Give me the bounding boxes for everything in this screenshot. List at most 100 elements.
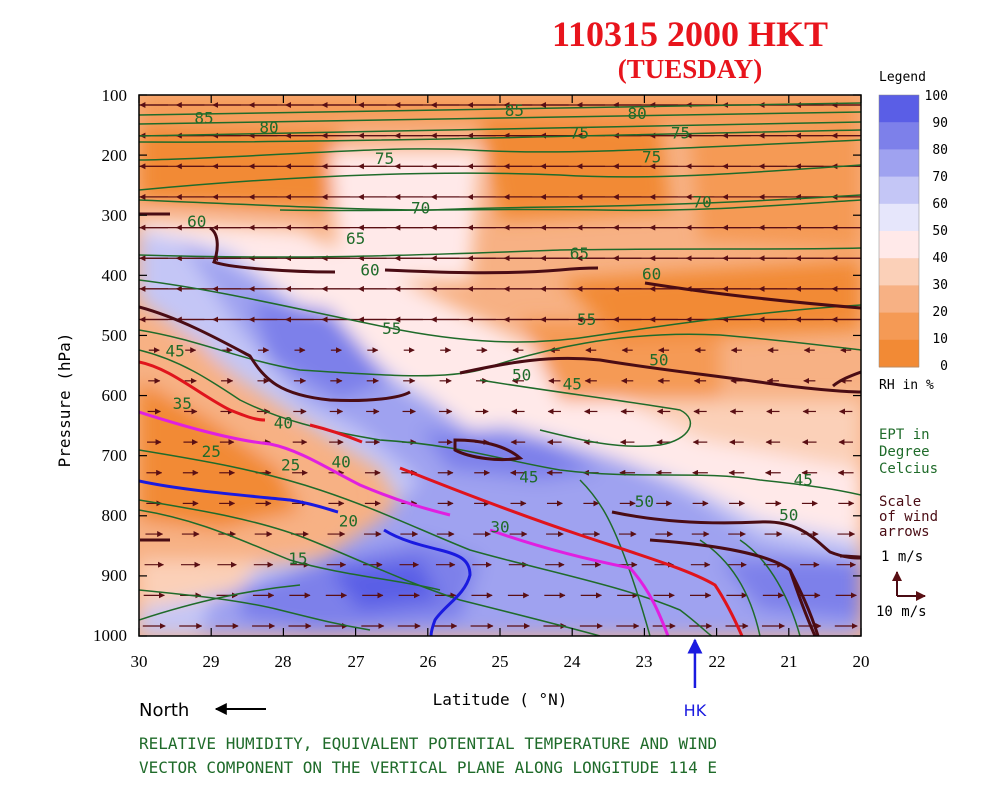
ept-heavy-contours xyxy=(139,212,861,636)
legend-level: 40 xyxy=(932,251,948,266)
ept-contour-75 xyxy=(139,139,861,161)
ept-contour-label: 50 xyxy=(779,506,798,525)
y-tick-label: 500 xyxy=(102,326,128,345)
ept-contour-65b xyxy=(139,279,861,343)
wind-note-line: of wind xyxy=(879,509,938,525)
legend-swatch xyxy=(879,149,919,178)
ept-contour-label: 70 xyxy=(693,192,712,211)
caption-line-1: RELATIVE HUMIDITY, EQUIVALENT POTENTIAL … xyxy=(139,734,717,753)
ept-contour-label: 75 xyxy=(375,149,394,168)
x-tick-label: 26 xyxy=(420,652,437,671)
magenta-contour-lower xyxy=(489,528,670,636)
y-tick-label: 300 xyxy=(102,206,128,225)
legend-title: Legend xyxy=(879,70,926,85)
x-tick-label: 22 xyxy=(709,652,726,671)
ept-labels: 85 80 85 80 75 75 75 75 70 70 65 65 60 60 60 55 55 50 50 45… xyxy=(165,101,812,568)
x-tick-label: 25 xyxy=(492,652,509,671)
ept-contour-50v xyxy=(579,479,651,636)
ept-contour-label: 50 xyxy=(512,366,531,385)
ept-contour-label: 40 xyxy=(332,453,351,472)
ept-heavy-contours-2 xyxy=(788,370,861,636)
legend-level: 60 xyxy=(932,197,948,212)
x-tick-label: 23 xyxy=(636,652,653,671)
ept-contour-45 xyxy=(139,349,861,496)
legend-level: 0 xyxy=(940,359,948,374)
ept-contour-40 xyxy=(139,449,713,636)
ept-contour-label: 80 xyxy=(259,118,278,137)
x-tick-label: 28 xyxy=(275,652,292,671)
legend-swatch xyxy=(879,285,919,314)
legend-level: 20 xyxy=(932,305,948,320)
ept-contour-label: 85 xyxy=(505,101,524,120)
legend-swatch xyxy=(879,122,919,150)
wind-note-line: arrows xyxy=(879,524,930,540)
ept-contour-label: 40 xyxy=(274,414,293,433)
y-tick-label: 600 xyxy=(102,386,128,405)
ept-contour-label: 75 xyxy=(671,123,690,142)
ept-contour-label: 30 xyxy=(490,518,509,537)
ept-contour-label: 45 xyxy=(519,468,538,487)
north-label: North xyxy=(139,700,189,721)
ept-contour-label: 35 xyxy=(173,394,192,413)
legend-level: 80 xyxy=(932,143,948,158)
ept-contour-75b xyxy=(139,164,861,191)
ept-contour-label: 25 xyxy=(281,456,300,475)
chart-subtitle: (TUESDAY) xyxy=(618,54,763,84)
ept-contour-25 xyxy=(139,509,441,591)
ept-contour-65 xyxy=(139,247,861,258)
ept-note: EPT in Degree Celcius xyxy=(879,427,938,477)
ept-contour-70b xyxy=(279,199,861,212)
ept-contour-label: 50 xyxy=(649,351,668,370)
legend-level: 90 xyxy=(932,116,948,131)
ept-contour-35 xyxy=(139,499,601,636)
y-tick-label: 200 xyxy=(102,146,128,165)
wind-note: Scale of wind arrows 1 m/s 10 m/s xyxy=(876,494,938,620)
y-tick-label: 400 xyxy=(102,266,128,285)
ept-contour-label: 45 xyxy=(165,341,184,360)
legend-swatch xyxy=(879,203,919,232)
ept-contour-85 xyxy=(139,102,861,116)
ept-contour-label: 45 xyxy=(563,375,582,394)
hk-label: HK xyxy=(684,701,707,720)
x-tick-label: 20 xyxy=(853,652,870,671)
ept-contour-label: 20 xyxy=(339,512,358,531)
legend-swatch xyxy=(879,312,919,341)
ept-contour-label: 75 xyxy=(570,123,589,142)
axis-ticks xyxy=(138,94,862,637)
y-tick-label: 800 xyxy=(102,506,128,525)
ept-contour-80b xyxy=(139,129,861,143)
ept-contour-80 xyxy=(139,121,861,137)
legend-level: 10 xyxy=(932,332,948,347)
ept-contour-20 xyxy=(139,589,371,631)
ept-contour-label: 25 xyxy=(202,442,221,461)
x-tick-label: 29 xyxy=(203,652,220,671)
x-tick-label: 24 xyxy=(564,652,582,671)
y-tick-label: 100 xyxy=(102,86,128,105)
ept-contour-85b xyxy=(139,111,861,125)
ept-contour-label: 45 xyxy=(794,471,813,490)
y-tick-labels: 100 200 300 400 500 600 700 800 900 1000 xyxy=(93,86,127,645)
legend-unit: RH in % xyxy=(879,378,934,393)
legend-swatch xyxy=(879,258,919,286)
ept-contour-label: 75 xyxy=(642,147,661,166)
legend-level: 30 xyxy=(932,278,948,293)
legend-level: 70 xyxy=(932,170,948,185)
x-tick-labels: 30 29 28 27 26 25 24 23 22 21 20 xyxy=(131,652,870,671)
red-contour-mid xyxy=(309,423,363,444)
rh-field xyxy=(139,95,861,636)
blue-contour-lower xyxy=(383,528,472,636)
ept-contour-label: 65 xyxy=(346,229,365,248)
y-tick-label: 700 xyxy=(102,446,128,465)
x-axis-title: Latitude ( °N) xyxy=(433,690,568,709)
chart-title: 110315 2000 HKT xyxy=(552,14,828,54)
y-axis-title: Pressure (hPa) xyxy=(55,333,74,468)
wind-scale-vertical-label: 1 m/s xyxy=(881,549,923,565)
x-tick-label: 30 xyxy=(131,652,148,671)
legend-swatch xyxy=(879,339,919,368)
legend: Legend 100 90 80 70 60 50 40 30 20 10 0 … xyxy=(878,70,948,393)
ept-contours xyxy=(139,102,861,636)
red-contour-upper xyxy=(139,360,266,422)
legend-level: 50 xyxy=(932,224,948,239)
ept-contour-label: 55 xyxy=(577,310,596,329)
